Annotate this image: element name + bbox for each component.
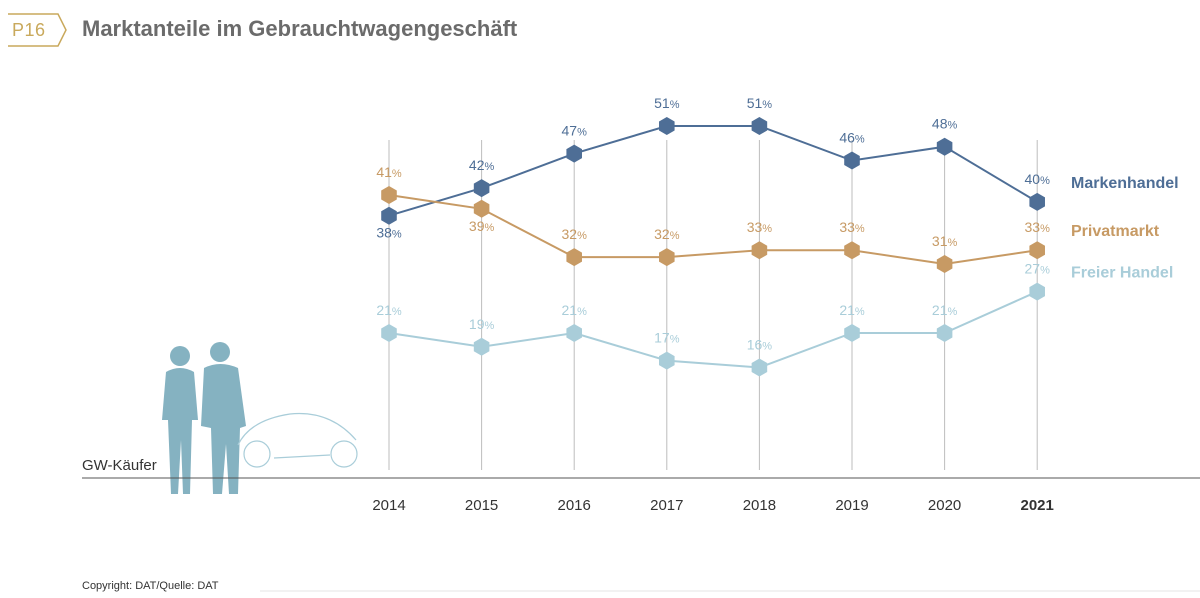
data-label-markenhandel-2018: 51% [747,95,773,111]
buyers-silhouette-icon [162,342,358,494]
page-badge: P16 [12,20,46,40]
x-tick-2018: 2018 [743,497,776,514]
x-tick-2021: 2021 [1021,497,1054,514]
point-freier_handel-2015 [473,337,490,356]
data-label-privatmarkt-2015: 39% [469,218,495,234]
point-markenhandel-2018 [751,117,768,135]
x-tick-2016: 2016 [558,497,591,514]
x-tick-2020: 2020 [928,497,961,514]
point-privatmarkt-2017 [659,248,675,267]
point-privatmarkt-2019 [844,241,860,260]
point-freier_handel-2018 [751,358,768,377]
point-freier_handel-2020 [936,324,953,342]
data-label-markenhandel-2021: 40% [1025,171,1051,187]
data-label-privatmarkt-2019: 33% [839,219,865,235]
point-freier_handel-2016 [566,324,582,342]
grid-lines [388,140,1038,470]
x-tick-2019: 2019 [835,497,868,514]
page-badge-frame [8,13,67,47]
point-freier_handel-2017 [659,351,675,370]
point-privatmarkt-2014 [381,186,397,204]
data-label-privatmarkt-2014: 41% [376,164,402,180]
legend-label-freier_handel: Freier Handel [1071,265,1173,282]
page-header: P16 Marktanteile im Gebrauchtwagengeschä… [0,0,1200,60]
data-label-markenhandel-2017: 51% [654,95,680,111]
copyright-text: Copyright: DAT/Quelle: DAT [82,580,219,592]
x-tick-2015: 2015 [465,497,498,514]
point-privatmarkt-2015 [473,199,490,218]
point-markenhandel-2017 [659,117,675,135]
data-label-privatmarkt-2021: 33% [1025,219,1051,235]
point-markenhandel-2014 [381,206,397,225]
point-privatmarkt-2018 [751,241,768,260]
page-title: Marktanteile im Gebrauchtwagengeschäft [82,16,518,41]
data-label-markenhandel-2019: 46% [839,130,865,146]
point-freier_handel-2019 [844,324,860,342]
data-label-markenhandel-2015: 42% [469,157,495,173]
point-markenhandel-2020 [936,137,953,156]
left-label: GW-Käufer [82,457,157,474]
data-label-freier_handel-2020: 21% [932,302,958,318]
series-line-privatmarkt [388,194,1038,266]
data-label-privatmarkt-2020: 31% [932,233,958,249]
x-tick-2017: 2017 [650,497,683,514]
data-label-freier_handel-2018: 16% [747,337,773,353]
data-label-markenhandel-2014: 38% [376,225,402,241]
data-label-markenhandel-2020: 48% [932,116,958,132]
legend: Markenhandel Privatmarkt Freier Handel [1071,175,1179,282]
point-markenhandel-2021 [1029,192,1045,211]
point-privatmarkt-2021 [1029,241,1045,260]
legend-label-privatmarkt: Privatmarkt [1071,223,1160,240]
data-label-freier_handel-2016: 21% [562,302,588,318]
point-freier_handel-2021 [1029,282,1045,301]
data-label-freier_handel-2019: 21% [839,302,865,318]
data-label-freier_handel-2017: 17% [654,330,680,346]
data-label-privatmarkt-2017: 32% [654,226,680,242]
data-label-privatmarkt-2018: 33% [747,219,773,235]
x-tick-2014: 2014 [372,497,405,514]
legend-label-markenhandel: Markenhandel [1071,175,1179,192]
point-markenhandel-2015 [473,179,490,198]
point-freier_handel-2014 [381,324,397,342]
point-markenhandel-2016 [566,144,582,163]
data-label-privatmarkt-2016: 32% [562,226,588,242]
data-label-markenhandel-2016: 47% [562,123,588,139]
x-axis: 2014 2015 2016 2017 2018 2019 2020 2021 [372,497,1054,514]
series-line-markenhandel [388,125,1038,217]
series-line-freier_handel [388,290,1038,369]
data-label-freier_handel-2014: 21% [376,302,402,318]
data-label-freier_handel-2021: 27% [1025,261,1051,277]
series-layer: 38% 42% 47% 51% 51% 46% 48% 40% 41% 39% 32% 32% 33% 3… [376,95,1050,377]
point-privatmarkt-2016 [566,248,582,267]
point-markenhandel-2019 [844,151,860,170]
data-label-freier_handel-2015: 19% [469,316,495,332]
point-privatmarkt-2020 [936,255,953,273]
